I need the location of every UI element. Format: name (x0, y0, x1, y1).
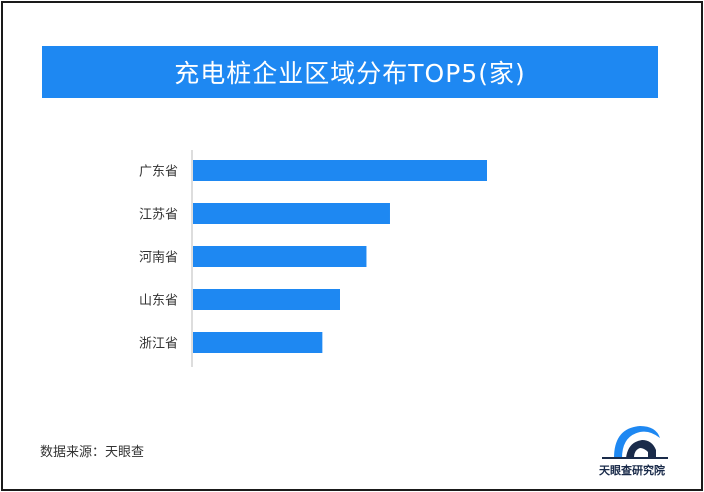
logo-mark-icon (602, 426, 668, 459)
category-label-2: 河南省 (139, 250, 178, 266)
category-label-1: 江苏省 (139, 207, 178, 223)
bar-0 (193, 160, 487, 181)
bar-2 (193, 246, 367, 267)
bar-4 (193, 332, 323, 353)
category-label-4: 浙江省 (139, 337, 178, 352)
chart-title: 充电桩企业区域分布TOP5(家) (174, 59, 526, 88)
category-label-0: 广东省 (139, 165, 178, 180)
title-banner: 充电桩企业区域分布TOP5(家) (42, 46, 658, 98)
logo-text: 天眼查研究院 (599, 464, 665, 477)
category-label-3: 山东省 (139, 294, 178, 309)
data-source: 数据来源：天眼查 (40, 445, 145, 460)
bar-1 (193, 203, 390, 224)
tianyancha-logo: 天眼查研究院 (584, 420, 680, 480)
bar-3 (193, 289, 340, 310)
